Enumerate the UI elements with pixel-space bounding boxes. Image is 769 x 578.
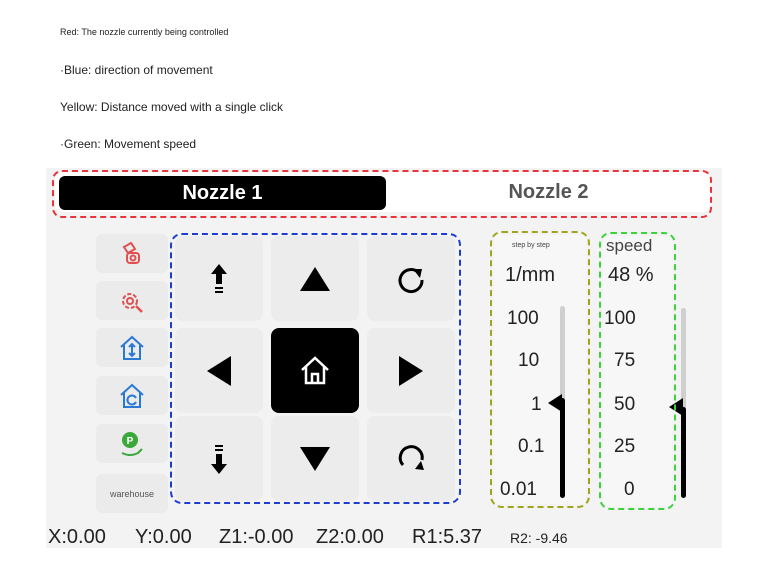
speed-tick-100: 100	[604, 308, 636, 329]
note-yellow: Yellow: Distance moved with a single cli…	[60, 100, 283, 114]
warehouse-button[interactable]: warehouse	[96, 474, 168, 513]
step-title: step by step	[512, 242, 550, 249]
step-tick-10: 10	[518, 350, 540, 371]
speed-panel	[603, 236, 672, 506]
y-up-icon	[300, 266, 330, 291]
rotate-cw-button[interactable]	[367, 236, 455, 321]
gear-wrench-icon	[122, 292, 143, 313]
home-rotate-icon	[120, 383, 144, 408]
status-z2: Z2:0.00	[316, 526, 384, 548]
step-tick-0-1: 0.1	[518, 436, 545, 457]
y-down-icon	[300, 446, 330, 471]
note-red: Red: The nozzle currently being controll…	[60, 27, 229, 37]
settings-button[interactable]	[96, 281, 168, 320]
step-tick-100: 100	[507, 308, 539, 329]
step-tick-1: 1	[531, 394, 542, 415]
tab-nozzle-2[interactable]: Nozzle 2	[508, 180, 589, 203]
z-down-icon	[211, 444, 227, 474]
status-r2: R2: -9.46	[510, 530, 568, 546]
speed-tick-75: 75	[614, 350, 636, 371]
y-up-button[interactable]	[271, 236, 359, 321]
note-green: ·Green: Movement speed	[60, 137, 197, 151]
note-blue: ·Blue: direction of movement	[60, 63, 213, 77]
speed-slider-track[interactable]	[681, 308, 686, 498]
step-unit: 1/mm	[505, 264, 555, 286]
home-z-icon	[120, 335, 144, 360]
speed-title: speed	[606, 236, 653, 255]
step-slider-fill	[560, 398, 565, 498]
speed-tick-0: 0	[624, 479, 635, 500]
z-up-button[interactable]	[175, 236, 263, 321]
x-right-button[interactable]	[367, 328, 455, 413]
rotate-cw-icon	[398, 267, 424, 293]
speed-value: 48 %	[608, 264, 654, 286]
status-x: X:0.00	[48, 526, 106, 548]
status-y: Y:0.00	[135, 526, 192, 548]
home-rotate-button[interactable]	[96, 376, 168, 415]
step-slider-thumb[interactable]	[548, 394, 562, 412]
speed-slider-fill	[681, 406, 686, 498]
tab-nozzle-1[interactable]: Nozzle 1	[59, 176, 386, 210]
x-right-icon	[399, 355, 423, 386]
rotate-ccw-icon	[398, 444, 424, 470]
step-panel	[494, 235, 586, 504]
step-tick-0-01: 0.01	[500, 479, 537, 500]
svg-text:P: P	[127, 436, 134, 447]
status-z1: Z1:-0.00	[219, 526, 294, 548]
jog-pad	[175, 236, 455, 501]
z-down-button[interactable]	[175, 416, 263, 501]
rotate-ccw-button[interactable]	[367, 416, 455, 501]
park-position-icon: P	[121, 431, 143, 456]
home-icon	[301, 355, 329, 384]
speed-slider-thumb[interactable]	[669, 397, 683, 416]
speed-tick-25: 25	[614, 436, 636, 457]
x-left-icon	[207, 355, 231, 386]
z-up-icon	[211, 263, 227, 293]
warehouse-label: warehouse	[109, 488, 155, 499]
status-r1: R1:5.37	[412, 526, 483, 548]
x-left-button[interactable]	[175, 328, 263, 413]
park-position-button[interactable]: P	[96, 424, 168, 463]
y-down-button[interactable]	[271, 416, 359, 501]
speed-tick-50: 50	[614, 394, 636, 415]
home-z-button[interactable]	[96, 328, 168, 367]
nozzle-tab-bar: Nozzle 1 Nozzle 2	[55, 172, 711, 212]
home-button[interactable]	[271, 328, 359, 413]
nozzle-calibrate-button[interactable]	[96, 234, 168, 273]
nozzle-calibrate-icon	[122, 241, 140, 264]
